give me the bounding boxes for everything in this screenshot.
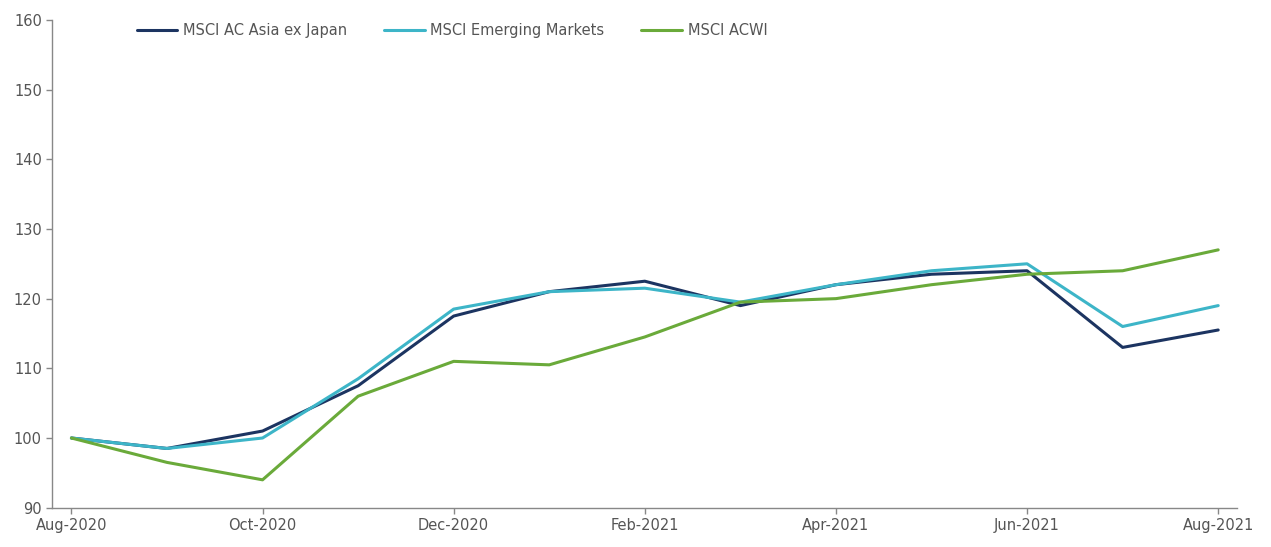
MSCI ACWI (446, 358, 461, 365)
MSCI Emerging Markets (829, 281, 844, 288)
MSCI ACWI (1115, 267, 1130, 274)
MSCI AC Asia ex Japan (829, 281, 844, 288)
MSCI ACWI (733, 299, 749, 305)
MSCI AC Asia ex Japan (446, 313, 461, 319)
Line: MSCI ACWI: MSCI ACWI (71, 250, 1218, 480)
MSCI Emerging Markets (1210, 302, 1225, 309)
MSCI Emerging Markets (1019, 260, 1035, 267)
MSCI ACWI (541, 362, 557, 368)
MSCI ACWI (829, 295, 844, 302)
Line: MSCI AC Asia ex Japan: MSCI AC Asia ex Japan (71, 271, 1218, 449)
MSCI AC Asia ex Japan (733, 302, 749, 309)
MSCI ACWI (255, 476, 271, 483)
MSCI ACWI (924, 281, 939, 288)
MSCI Emerging Markets (733, 299, 749, 305)
MSCI AC Asia ex Japan (924, 271, 939, 277)
MSCI AC Asia ex Japan (1210, 327, 1225, 333)
MSCI Emerging Markets (924, 267, 939, 274)
MSCI ACWI (64, 435, 79, 441)
MSCI Emerging Markets (255, 435, 271, 441)
MSCI Emerging Markets (1115, 323, 1130, 330)
MSCI Emerging Markets (159, 445, 174, 452)
MSCI AC Asia ex Japan (64, 435, 79, 441)
MSCI ACWI (1210, 247, 1225, 253)
MSCI Emerging Markets (351, 375, 366, 382)
MSCI AC Asia ex Japan (637, 278, 652, 284)
MSCI AC Asia ex Japan (1115, 344, 1130, 351)
MSCI AC Asia ex Japan (255, 428, 271, 434)
MSCI Emerging Markets (541, 288, 557, 295)
MSCI ACWI (159, 459, 174, 465)
MSCI AC Asia ex Japan (1019, 267, 1035, 274)
Legend: MSCI AC Asia ex Japan, MSCI Emerging Markets, MSCI ACWI: MSCI AC Asia ex Japan, MSCI Emerging Mar… (131, 18, 773, 44)
MSCI ACWI (637, 334, 652, 340)
MSCI ACWI (1019, 271, 1035, 277)
MSCI AC Asia ex Japan (541, 288, 557, 295)
MSCI ACWI (351, 393, 366, 399)
MSCI AC Asia ex Japan (159, 445, 174, 452)
MSCI Emerging Markets (446, 306, 461, 312)
MSCI Emerging Markets (637, 285, 652, 292)
Line: MSCI Emerging Markets: MSCI Emerging Markets (71, 264, 1218, 449)
MSCI AC Asia ex Japan (351, 382, 366, 389)
MSCI Emerging Markets (64, 435, 79, 441)
